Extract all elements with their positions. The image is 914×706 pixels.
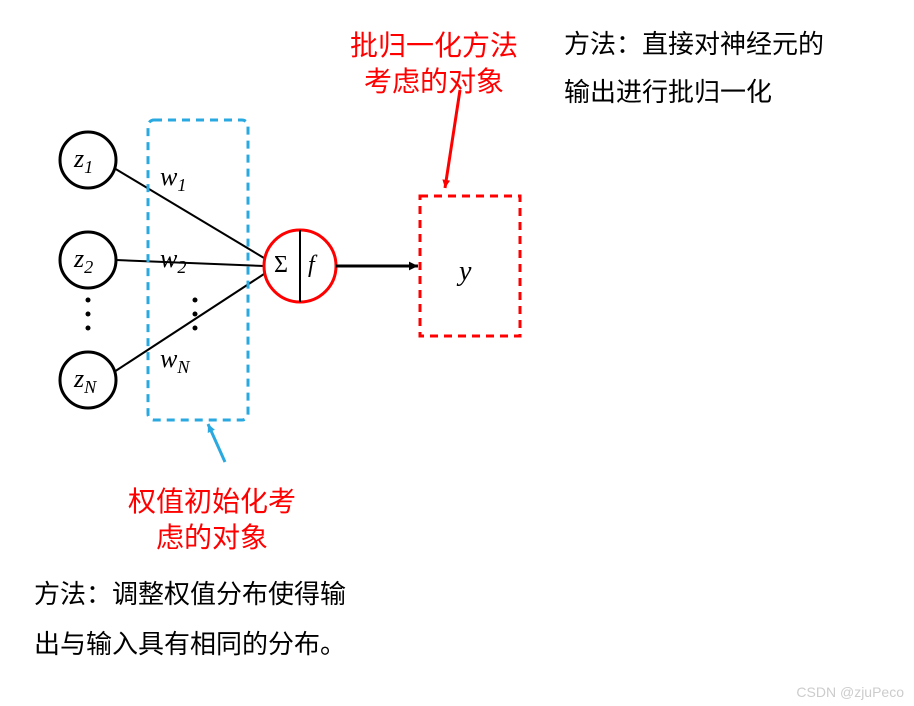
annotation-bn-line2: 考虑的对象 (364, 60, 504, 100)
vdots-weights (193, 298, 198, 331)
watermark: CSDN @zjuPeco (796, 684, 904, 700)
w2-label: w2 (160, 244, 186, 278)
arrow-red-to-output (442, 90, 460, 188)
method-bottom-line2: 出与输入具有相同的分布。 (34, 624, 346, 661)
y-label: y (459, 256, 471, 288)
neuron-sigma: Σ (274, 252, 288, 279)
arrow-to-y (336, 262, 418, 271)
z1-label: z1 (74, 144, 93, 178)
annotation-bn-line1: 批归一化方法 (350, 24, 518, 64)
annotation-wi-line1: 权值初始化考 (128, 480, 296, 520)
neuron-f: f (308, 252, 315, 279)
arrow-blue-to-weights (208, 424, 225, 462)
edges (114, 168, 264, 372)
vdots-input (86, 298, 91, 331)
z2-label: z2 (74, 244, 93, 278)
wN-label: wN (160, 344, 189, 378)
method-right-line1: 方法：直接对神经元的 (564, 24, 824, 61)
method-right-line2: 输出进行批归一化 (564, 72, 772, 109)
method-bottom-line1: 方法：调整权值分布使得输 (34, 574, 346, 611)
w1-label: w1 (160, 162, 186, 196)
zN-label: zN (74, 364, 96, 398)
annotation-wi-line2: 虑的对象 (156, 516, 268, 556)
